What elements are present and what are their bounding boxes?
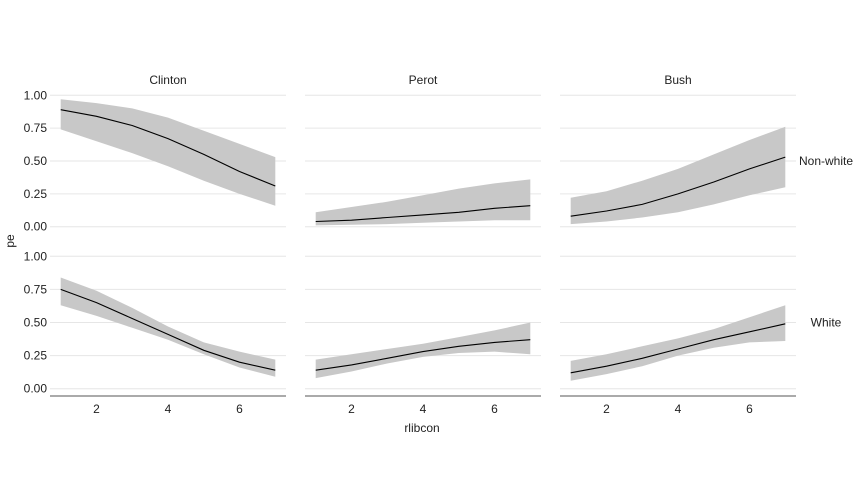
confidence-ribbon-bush-white [570, 305, 786, 381]
estimate-line-perot-non-white [315, 205, 531, 223]
x-axis-title: rlibcon [404, 421, 439, 435]
y-tick-label: 0.50 [24, 154, 48, 168]
estimate-line-bush-white [570, 323, 786, 374]
y-tick-label: 0.00 [24, 382, 48, 396]
row-strip-label: Non-white [799, 154, 853, 168]
y-tick-label: 0.50 [24, 316, 48, 330]
confidence-ribbon-clinton-non-white [60, 99, 276, 206]
y-tick-label: 1.00 [24, 249, 48, 263]
col-strip-label: Clinton [149, 73, 186, 87]
confidence-ribbon-bush-non-white [570, 126, 786, 225]
estimate-line-clinton-white [60, 288, 276, 371]
x-tick-label: 6 [491, 402, 498, 416]
y-tick-label: 0.25 [24, 349, 48, 363]
x-tick-label: 4 [165, 402, 172, 416]
x-tick-label: 4 [420, 402, 427, 416]
y-tick-label: 0.00 [24, 220, 48, 234]
col-strip-label: Perot [409, 73, 438, 87]
x-tick-label: 4 [675, 402, 682, 416]
x-tick-label: 2 [348, 402, 355, 416]
confidence-ribbon-perot-non-white [315, 179, 531, 226]
x-tick-label: 2 [603, 402, 610, 416]
estimate-line-clinton-non-white [60, 109, 276, 187]
row-strip-label: White [811, 316, 842, 330]
estimate-line-bush-non-white [570, 156, 786, 217]
col-strip-label: Bush [664, 73, 691, 87]
y-tick-label: 0.75 [24, 282, 48, 296]
confidence-ribbon-clinton-white [60, 277, 276, 377]
estimate-line-perot-white [315, 339, 531, 371]
x-tick-label: 2 [93, 402, 100, 416]
y-axis-title: pe [3, 234, 17, 248]
x-tick-label: 6 [236, 402, 243, 416]
y-tick-label: 0.25 [24, 187, 48, 201]
y-tick-label: 0.75 [24, 121, 48, 135]
y-tick-label: 1.00 [24, 88, 48, 102]
confidence-ribbon-perot-white [315, 322, 531, 379]
x-tick-label: 6 [746, 402, 753, 416]
